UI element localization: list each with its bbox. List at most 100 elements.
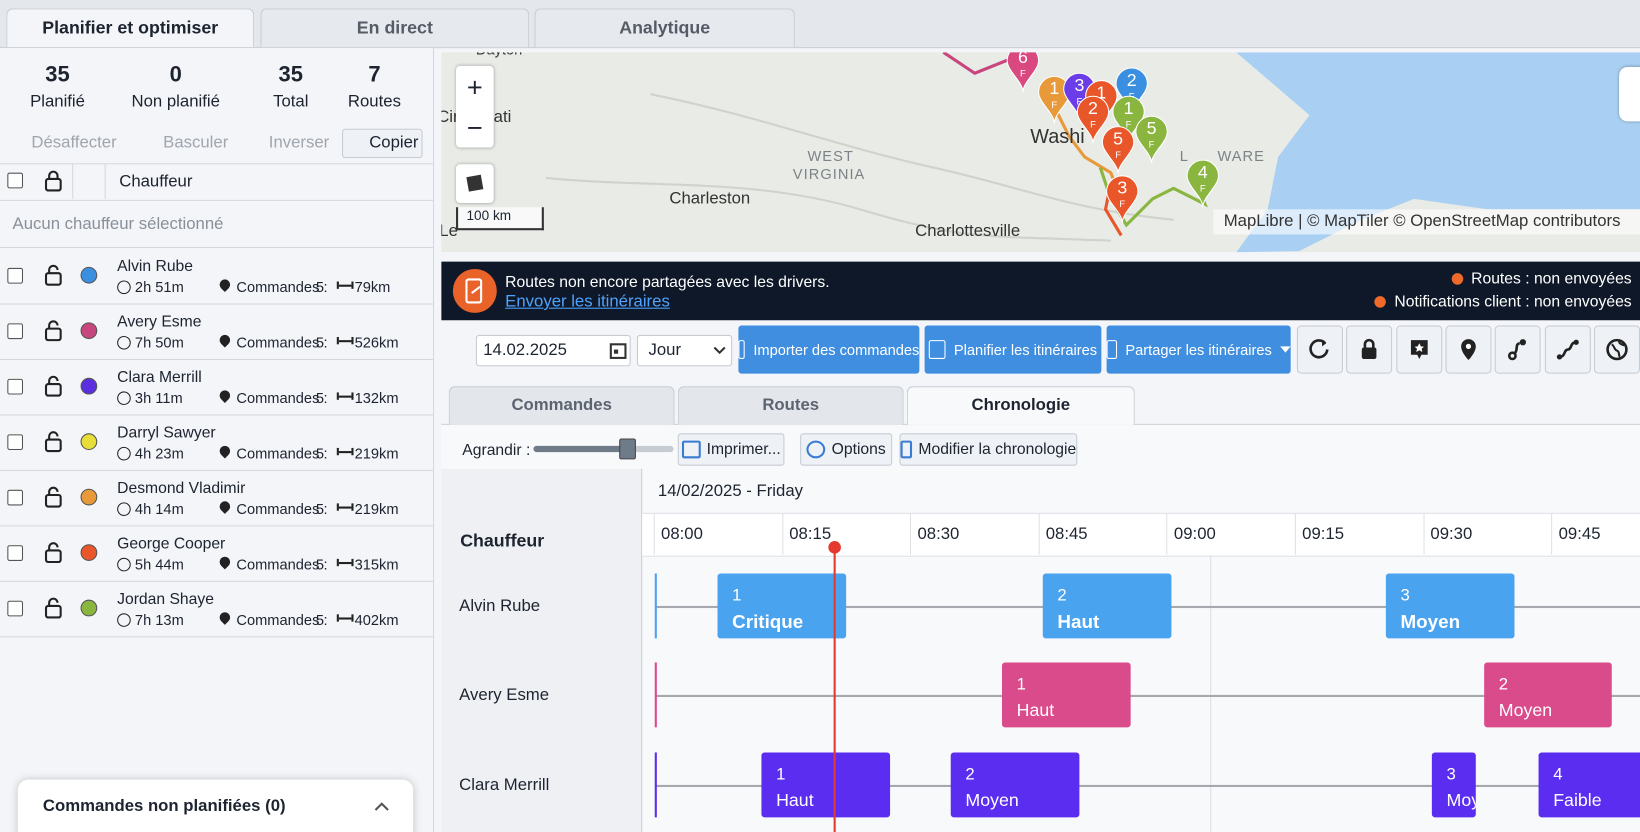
map-pin[interactable]: 5F	[1135, 115, 1168, 164]
icon	[1508, 339, 1527, 361]
row-checkbox[interactable]	[7, 489, 24, 506]
zoom-slider[interactable]	[533, 445, 674, 453]
icon-button[interactable]	[1445, 325, 1492, 374]
sub-tab[interactable]: Routes	[677, 386, 904, 425]
row-checkbox[interactable]	[7, 600, 24, 617]
event-number: 2	[1498, 676, 1509, 695]
driver-row[interactable]	[0, 525, 434, 582]
layer-control[interactable]	[1619, 66, 1640, 122]
pin-sub: F	[1200, 183, 1206, 194]
main-tab[interactable]: Planifier et optimiser	[6, 8, 255, 48]
status-text: Notifications client : non envoyées	[1394, 293, 1632, 311]
driver-row[interactable]	[0, 303, 434, 361]
icon-button[interactable]	[1494, 325, 1541, 374]
timeline-button[interactable]: Options	[800, 433, 893, 466]
zoom-in-button[interactable]: +	[466, 71, 483, 103]
timeline-label-column	[441, 468, 642, 832]
toolbar-button[interactable]: Planifier les itinéraires	[924, 325, 1102, 374]
unplanned-card[interactable]	[17, 779, 414, 832]
orders-label: Commandes :	[236, 278, 328, 296]
route-start	[654, 752, 657, 817]
driver-distance: 219km	[354, 444, 399, 462]
lock-icon	[44, 170, 62, 192]
timeline-date: 14/02/2025 - Friday	[657, 482, 804, 501]
distance-icon	[336, 281, 354, 289]
event-number: 3	[1400, 587, 1410, 605]
row-checkbox[interactable]	[7, 434, 24, 451]
zoom-slider-thumb[interactable]	[619, 438, 636, 460]
timeline-driver: Alvin Rube	[459, 597, 541, 616]
map-attribution: MapLibre | © MapTiler © OpenStreetMap co…	[1213, 209, 1640, 235]
timeline-event[interactable]: 2 Haut	[1042, 573, 1172, 639]
event-priority: Moyen	[1498, 700, 1553, 721]
dropdown-caret	[1280, 346, 1291, 353]
map-pin[interactable]: 4F	[1186, 159, 1220, 208]
orders-label: Commandes :	[236, 389, 328, 407]
driver-duration: 3h 11m	[134, 389, 183, 407]
event-number: 1	[1016, 676, 1026, 695]
distance-icon	[336, 336, 354, 345]
sub-tab-label: Routes	[762, 396, 820, 415]
driver-orders: 5	[315, 333, 325, 351]
driver-color-dot	[80, 544, 98, 561]
select-all-checkbox[interactable]	[7, 172, 24, 189]
pin-sub: F	[1119, 198, 1125, 209]
row-checkbox[interactable]	[7, 267, 24, 284]
time-divider	[1294, 513, 1296, 555]
map-pin[interactable]: 3F	[1106, 175, 1139, 223]
icon	[1606, 338, 1628, 361]
row-checkbox[interactable]	[7, 323, 24, 340]
chevron-up[interactable]	[372, 800, 391, 815]
icon-button[interactable]	[1296, 325, 1343, 374]
map-place-label: L	[1180, 149, 1189, 165]
date-input[interactable]: 14.02.2025	[475, 334, 631, 367]
banner-link[interactable]: Envoyer les itinéraires	[505, 293, 670, 311]
row-checkbox[interactable]	[7, 378, 24, 395]
map-pin[interactable]: 2F	[1076, 95, 1110, 144]
main-tab[interactable]: En direct	[260, 8, 530, 48]
row-checkbox[interactable]	[7, 545, 24, 561]
timeline-event[interactable]: 2 Moyen	[1484, 662, 1612, 728]
driver-row[interactable]	[0, 359, 434, 416]
timeline-event[interactable]: 4 Faible	[1538, 752, 1640, 817]
button-label: Modifier la chronologie	[918, 440, 1077, 459]
timeline-event[interactable]: 2 Moyen	[950, 752, 1080, 817]
copy-button[interactable]	[342, 128, 423, 159]
time-divider	[653, 513, 655, 555]
sub-tab[interactable]: Chronologie	[906, 386, 1135, 425]
driver-row[interactable]	[0, 414, 434, 471]
icon-button[interactable]	[1544, 325, 1591, 374]
icon-button[interactable]	[1593, 325, 1640, 374]
lock-icon	[44, 597, 62, 619]
driver-row[interactable]	[0, 581, 434, 638]
lock-icon	[44, 375, 62, 397]
calendar-icon[interactable]	[608, 339, 629, 362]
toolbar-button[interactable]: Importer des commandes	[738, 325, 920, 374]
timeline-event[interactable]: 3 Moye	[1431, 752, 1476, 817]
timeline-event[interactable]: 1 Haut	[761, 752, 891, 817]
view-text: Jour	[648, 341, 682, 359]
timeline-button[interactable]: Modifier la chronologie	[899, 433, 1078, 466]
icon-button[interactable]	[1395, 325, 1442, 374]
icon-button[interactable]	[1346, 325, 1393, 374]
main-tab[interactable]: Analytique	[534, 8, 795, 48]
sub-tab[interactable]: Commandes	[448, 386, 675, 425]
map-pin[interactable]: 6F	[1006, 52, 1040, 93]
timeline-event[interactable]: 1 Critique	[717, 573, 847, 639]
route-start	[654, 662, 657, 728]
tab-label: Planifier et optimiser	[42, 17, 219, 38]
clock-icon	[117, 335, 131, 350]
driver-duration: 5h 44m	[134, 555, 184, 573]
pin-label: 5	[1147, 118, 1157, 138]
driver-orders: 5	[315, 389, 325, 407]
zoom-out-button[interactable]: −	[466, 111, 483, 144]
toolbar-button[interactable]: Partager les itinéraires	[1106, 325, 1291, 374]
stat-label: Routes	[347, 93, 401, 111]
map-pin[interactable]: 5F	[1101, 126, 1135, 174]
timeline-button[interactable]: Imprimer...	[677, 433, 785, 466]
driver-row[interactable]	[0, 470, 434, 527]
timeline-event[interactable]: 3 Moyen	[1385, 573, 1515, 639]
timeline-event[interactable]: 1 Haut	[1001, 662, 1131, 728]
draw-button[interactable]	[456, 164, 494, 204]
driver-row[interactable]	[0, 248, 434, 305]
